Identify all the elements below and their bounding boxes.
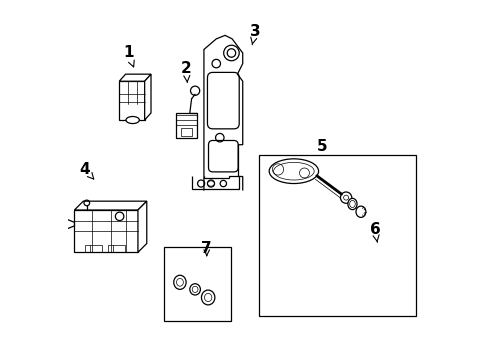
- Ellipse shape: [273, 162, 313, 180]
- Text: 4: 4: [80, 162, 94, 179]
- Polygon shape: [119, 74, 151, 81]
- Bar: [181, 128, 191, 136]
- Ellipse shape: [269, 159, 318, 184]
- Bar: [258, 155, 415, 316]
- Bar: [175, 113, 197, 138]
- Bar: [85, 244, 102, 252]
- Text: 6: 6: [369, 222, 380, 242]
- Text: 3: 3: [249, 24, 260, 45]
- Bar: [164, 247, 231, 321]
- Ellipse shape: [347, 198, 356, 210]
- Ellipse shape: [349, 201, 355, 207]
- Bar: [74, 210, 138, 252]
- Text: 7: 7: [201, 241, 212, 256]
- Polygon shape: [144, 74, 151, 120]
- Polygon shape: [65, 219, 74, 229]
- Ellipse shape: [355, 206, 365, 217]
- Bar: [119, 81, 144, 120]
- Text: 2: 2: [181, 61, 191, 82]
- Polygon shape: [138, 201, 146, 252]
- Text: 1: 1: [122, 45, 134, 67]
- Text: 5: 5: [316, 139, 327, 154]
- Ellipse shape: [126, 117, 139, 123]
- Polygon shape: [74, 201, 146, 210]
- Bar: [108, 244, 124, 252]
